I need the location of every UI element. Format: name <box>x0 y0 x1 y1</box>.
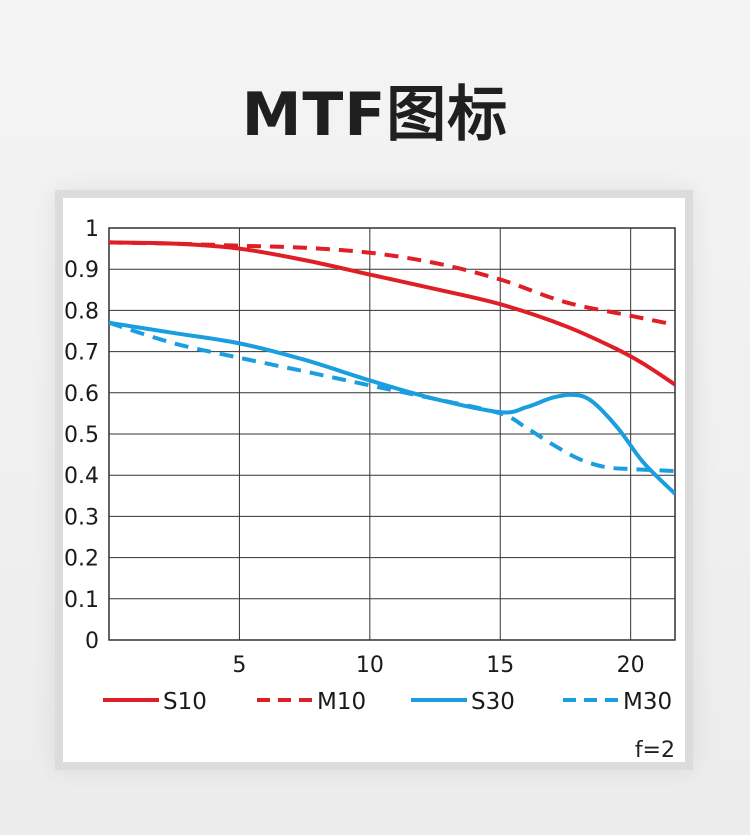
y-tick-label: 0.6 <box>64 382 99 407</box>
x-tick-label: 15 <box>486 653 514 678</box>
y-tick-label: 0 <box>85 629 99 654</box>
legend-label-s30: S30 <box>471 689 515 715</box>
legend-label-m30: M30 <box>623 689 672 715</box>
chart-annotation: f=2 <box>635 738 675 762</box>
mtf-chart: 00.10.20.30.40.50.60.70.80.915 10 15 20 S10… <box>64 217 676 762</box>
legend: S10 M10 S30 M30 <box>103 689 672 715</box>
y-tick-label: 0.4 <box>64 464 99 489</box>
y-tick-label: 0.5 <box>64 423 99 448</box>
series-layer <box>109 240 675 496</box>
chart-panel-inner: 0 0.1 0.2 0.3 0.4 0.5 0.6 0.7 0.8 0.9 1 5 10 15 20 S10… <box>63 198 685 762</box>
series-line-s30 <box>109 320 675 496</box>
y-tick-label: 0.1 <box>64 588 99 613</box>
x-tick-label: 10 <box>356 653 384 678</box>
y-tick-label: 0.9 <box>64 258 99 283</box>
y-tick-label: 0.7 <box>64 341 99 366</box>
y-tick-label: 0.8 <box>64 299 99 324</box>
page-title: MTF图标 <box>241 80 509 150</box>
axis-layer: 00.10.20.30.40.50.60.70.80.915 10 15 20 <box>64 217 645 678</box>
grid-layer <box>108 227 676 641</box>
series-line-s10 <box>109 240 675 387</box>
legend-label-s10: S10 <box>163 689 207 715</box>
x-tick-label: 20 <box>617 653 645 678</box>
series-line-m10 <box>109 240 675 327</box>
y-tick-label: 0.2 <box>64 547 99 572</box>
chart-panel: 0 0.1 0.2 0.3 0.4 0.5 0.6 0.7 0.8 0.9 1 5 10 15 20 S10… <box>55 190 693 770</box>
y-tick-label: 1 <box>85 217 99 242</box>
legend-label-m10: M10 <box>317 689 366 715</box>
y-tick-label: 0.3 <box>64 505 99 530</box>
series-line-m30 <box>109 320 675 474</box>
x-tick-label: 5 <box>232 653 246 678</box>
